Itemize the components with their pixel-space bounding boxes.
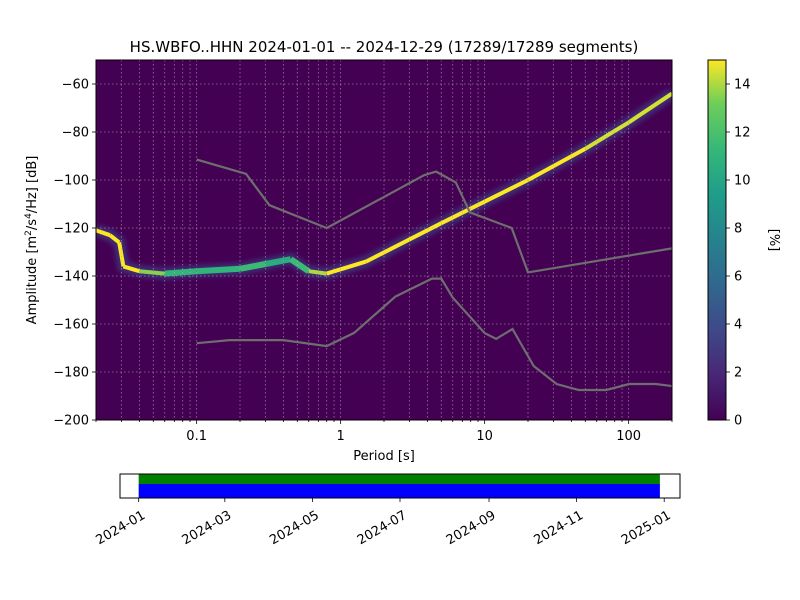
colorbar: 0 2 4 6 8 10 12 14 [%]	[707, 59, 781, 429]
timeline-ticks: 2024-01 2024-03 2024-05 2024-07 2024-09 2024-…	[94, 498, 674, 548]
y-axis-ticks: −60 −80 −100 −120 −140 −160 −180 −200	[53, 78, 96, 429]
y-axis-label-pre: Amplitude [m	[25, 236, 40, 325]
y-tick-label: −200	[53, 414, 89, 429]
psd-ridge-segment	[289, 256, 311, 274]
grid-lines	[96, 60, 672, 420]
colorbar-tick-label: 6	[734, 270, 742, 285]
psd-ridge-segment	[122, 264, 140, 274]
timeline-bars	[138, 474, 660, 498]
psd-ridge-segment	[365, 221, 443, 264]
noise-model-layer	[196, 158, 672, 392]
coverage-bar-top	[138, 474, 660, 484]
psd-ridge-segment	[139, 269, 165, 276]
colorbar-tick-label: 2	[734, 366, 742, 381]
psd-ridge-segment	[108, 233, 121, 244]
data-coverage-timeline: 2024-01 2024-03 2024-05 2024-07 2024-09 2024-…	[94, 473, 681, 548]
timeline-tick-label: 2024-11	[531, 508, 586, 548]
psd-ridge-segment	[164, 268, 197, 277]
coverage-bar-bottom	[138, 484, 660, 498]
x-tick-label: 100	[616, 429, 641, 444]
colorbar-gradient	[707, 59, 727, 421]
psd-ridge-segment	[264, 256, 292, 267]
y-axis-label-sup2: 4	[24, 213, 34, 219]
y-axis-label-sup1: 2	[24, 230, 34, 236]
x-axis-ticks: 0.1 1 10 100	[95, 420, 673, 444]
x-tick-label: 0.1	[186, 429, 207, 444]
colorbar-ticks: 0 2 4 6 8 10 12 14	[726, 78, 751, 429]
colorbar-tick-label: 4	[734, 318, 742, 333]
psd-plot: 0.1 1 10 100 −60 −80 −100 −120 −140 −160 −180 −200…	[24, 59, 673, 464]
psd-ridge-segment	[117, 242, 126, 267]
timeline-tick-label: 2024-07	[355, 508, 410, 548]
y-tick-label: −160	[53, 318, 89, 333]
y-axis-label-mid: /s	[25, 219, 40, 230]
timeline-tick-label: 2024-05	[267, 508, 322, 548]
y-tick-label: −80	[62, 126, 89, 141]
noise-model-lower	[196, 277, 672, 392]
y-tick-label: −180	[53, 366, 89, 381]
psd-ridge-segment	[584, 120, 630, 151]
timeline-tick-label: 2025-01	[619, 508, 674, 548]
psd-ridge-segment	[326, 259, 367, 276]
colorbar-label: [%]	[766, 229, 781, 252]
y-tick-label: −140	[53, 270, 89, 285]
chart-title: HS.WBFO..HHN 2024-01-01 -- 2024-12-29 (1…	[130, 38, 639, 56]
colorbar-tick-label: 0	[734, 414, 742, 429]
x-axis-label: Period [s]	[353, 449, 415, 464]
psd-ridge-segment	[96, 228, 111, 238]
psd-ridge-segment	[196, 265, 241, 275]
y-tick-label: −60	[62, 78, 89, 93]
colorbar-tick-label: 14	[734, 78, 751, 93]
y-tick-label: −120	[53, 222, 89, 237]
colorbar-tick-label: 12	[734, 126, 751, 141]
noise-model-upper	[196, 158, 672, 274]
x-tick-label: 10	[476, 429, 493, 444]
psd-ridge-segment	[308, 269, 327, 276]
y-axis-label: Amplitude [m2/s4/Hz] [dB]	[24, 156, 40, 325]
psd-ridge-segment	[440, 178, 529, 225]
colorbar-tick-label: 8	[734, 222, 742, 237]
y-tick-label: −100	[53, 174, 89, 189]
psd-ridge-layer	[96, 88, 672, 280]
psd-ridge-segment	[239, 261, 266, 272]
colorbar-tick-label: 10	[734, 174, 751, 189]
timeline-tick-label: 2024-03	[180, 508, 235, 548]
timeline-tick-label: 2024-01	[94, 508, 149, 548]
psd-ridge-segment	[527, 147, 587, 182]
psd-ridge-segment	[627, 91, 672, 125]
x-tick-label: 1	[337, 429, 345, 444]
y-axis-label-post: /Hz] [dB]	[25, 156, 40, 214]
timeline-tick-label: 2024-09	[444, 508, 499, 548]
